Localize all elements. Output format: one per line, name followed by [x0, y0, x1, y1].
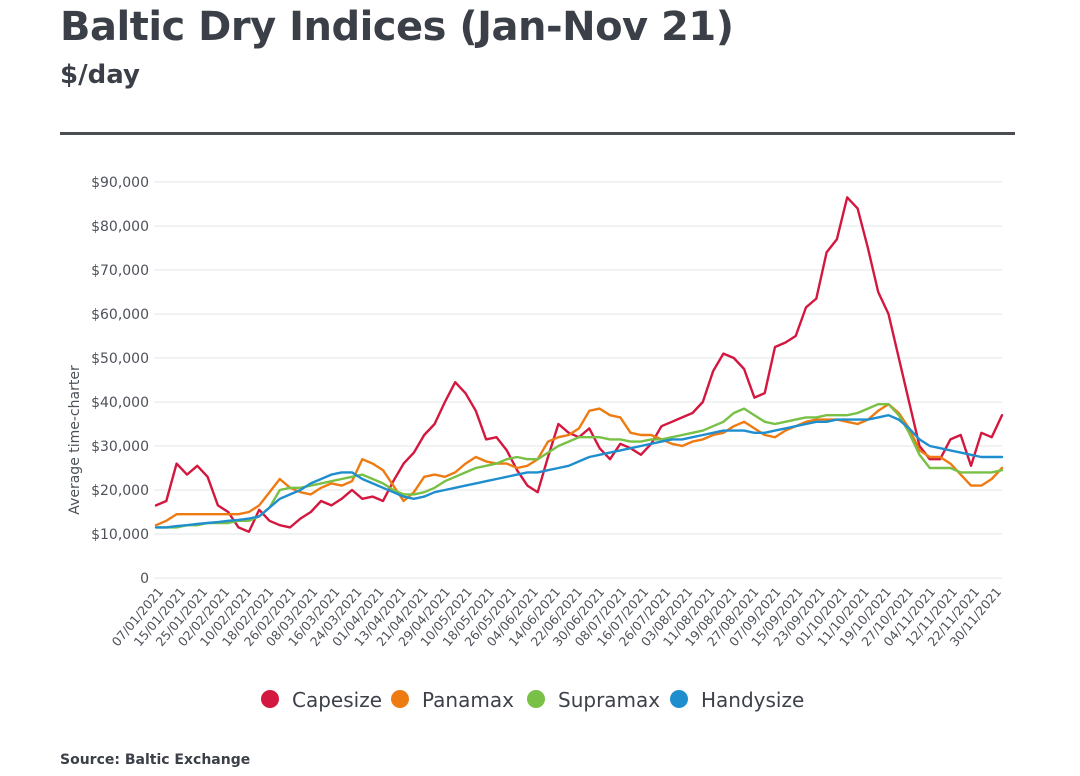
- series-lines: [154, 196, 1004, 533]
- y-axis-ticks: 0 $10,000 $20,000 $30,000 $40,000 $50,000 $60,…: [91, 175, 149, 587]
- series-line-handysize: [154, 414, 1004, 529]
- legend-marker-supramax: [527, 690, 545, 708]
- legend-label-panamax: Panamax: [422, 688, 514, 712]
- legend-label-handysize: Handysize: [701, 688, 804, 712]
- y-axis-label: Average time-charter: [67, 365, 83, 515]
- legend-marker-capesize: [261, 690, 279, 708]
- y-tick-label: $30,000: [91, 439, 149, 455]
- line-chart: 0 $10,000 $20,000 $30,000 $40,000 $50,000 $60,…: [67, 175, 1004, 712]
- y-tick-label: $70,000: [91, 263, 149, 279]
- chart-title: Baltic Dry Indices (Jan-Nov 21): [60, 4, 734, 50]
- y-tick-label: $20,000: [91, 483, 149, 499]
- source-note: Source: Baltic Exchange: [60, 752, 251, 768]
- legend-marker-handysize: [670, 690, 688, 708]
- y-tick-label: $10,000: [91, 527, 149, 543]
- y-tick-label: $50,000: [91, 351, 149, 367]
- legend-label-supramax: Supramax: [558, 688, 660, 712]
- legend: Capesize Panamax Supramax Handysize: [261, 688, 804, 712]
- series-line-supramax: [154, 402, 1004, 529]
- y-tick-label: $60,000: [91, 307, 149, 323]
- y-tick-label: $90,000: [91, 175, 149, 191]
- x-axis-ticks: 07/01/202115/01/202125/01/202102/02/2021…: [108, 584, 1004, 649]
- series-line-panamax: [154, 402, 1004, 527]
- y-tick-label: $80,000: [91, 219, 149, 235]
- y-tick-label: 0: [140, 571, 149, 587]
- title-divider: [60, 132, 1015, 135]
- legend-marker-panamax: [391, 690, 409, 708]
- legend-label-capesize: Capesize: [292, 688, 382, 712]
- y-tick-label: $40,000: [91, 395, 149, 411]
- grid-lines: [154, 181, 1002, 579]
- chart-subtitle: $/day: [60, 60, 140, 90]
